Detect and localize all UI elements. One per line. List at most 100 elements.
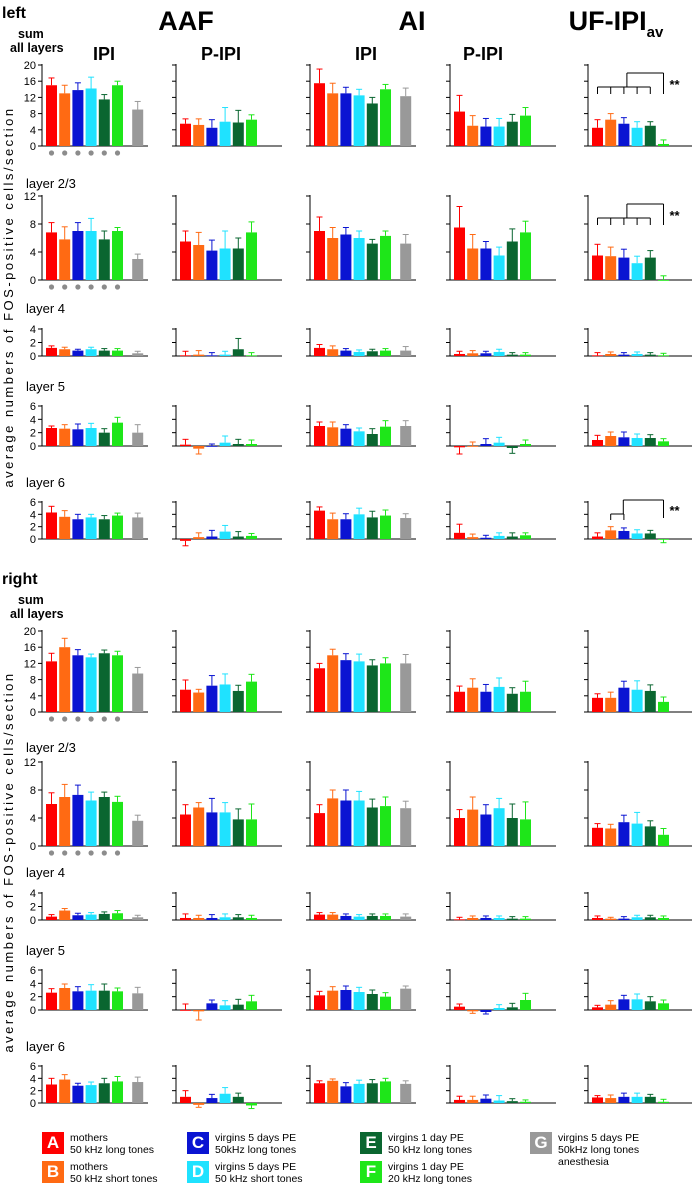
bar-C-right-r0-c1 xyxy=(206,685,218,712)
row-label-left-2: layer 4 xyxy=(26,301,65,316)
bar-G-right-r0-c0 xyxy=(132,673,144,712)
bar-A-left-r1-c2 xyxy=(314,231,325,280)
bar-C-left-r0-c1 xyxy=(206,127,218,146)
bar-D-left-r3-c2 xyxy=(353,431,365,446)
bar-C-left-r2-c4 xyxy=(618,354,630,356)
bar-G-left-r1-c0 xyxy=(132,259,144,280)
bar-A-left-r1-c1 xyxy=(180,241,191,280)
bar-A-left-r3-c1 xyxy=(180,444,191,446)
marker-dot-C-left-r1-c0 xyxy=(75,284,81,290)
bar-E-left-r3-c3 xyxy=(506,446,518,448)
bar-E-right-r1-c3 xyxy=(506,818,518,846)
bar-C-left-r0-c2 xyxy=(340,93,352,146)
marker-dot-F-right-r1-c0 xyxy=(114,850,121,856)
legend-item-c: C virgins 5 days PE 50kHz long tones xyxy=(187,1132,345,1156)
bar-A-right-r0-c0 xyxy=(46,661,57,712)
bar-B-right-r1-c4 xyxy=(605,828,617,846)
legend-text-g-1: virgins 5 days PE xyxy=(558,1132,640,1144)
bar-E-right-r4-c4 xyxy=(644,1096,656,1103)
significance-label: ** xyxy=(670,208,681,223)
bar-B-right-r2-c0 xyxy=(59,910,71,920)
bar-B-left-r0-c4 xyxy=(605,119,617,146)
bar-E-right-r2-c3 xyxy=(506,918,518,920)
bar-B-left-r3-c3 xyxy=(467,446,479,447)
row-label-right-3: layer 5 xyxy=(26,943,65,958)
bar-C-left-r4-c3 xyxy=(480,537,492,539)
row-label-left-1: layer 2/3 xyxy=(26,176,76,191)
bar-A-right-r3-c3 xyxy=(454,1006,465,1010)
bar-G-right-r2-c2 xyxy=(400,916,412,920)
bar-D-right-r2-c2 xyxy=(353,916,365,920)
legend-item-b: B mothers 50 kHz short tones xyxy=(42,1161,200,1185)
bar-C-right-r2-c3 xyxy=(480,917,492,920)
bar-B-right-r3-c4 xyxy=(605,1004,617,1010)
bar-B-left-r4-c2 xyxy=(327,519,339,539)
bar-E-left-r0-c4 xyxy=(644,125,656,146)
bar-B-left-r3-c4 xyxy=(605,436,617,446)
bar-G-right-r3-c2 xyxy=(400,988,412,1010)
bar-G-left-r0-c0 xyxy=(132,109,144,146)
y-tick-label: 16 xyxy=(24,642,36,654)
marker-dot-E-right-r1-c0 xyxy=(101,850,107,856)
bar-F-left-r1-c3 xyxy=(520,232,531,280)
bar-B-right-r0-c3 xyxy=(467,687,479,712)
bar-C-left-r1-c0 xyxy=(72,231,84,280)
bar-D-right-r2-c3 xyxy=(493,917,505,920)
bar-G-right-r3-c0 xyxy=(132,993,144,1010)
bar-A-left-r0-c1 xyxy=(180,123,191,146)
bar-F-right-r2-c3 xyxy=(520,918,531,920)
bar-E-left-r4-c0 xyxy=(98,519,110,539)
col-header-ai-pipi: P-IPI xyxy=(463,44,503,64)
y-tick-label: 2 xyxy=(30,428,36,440)
marker-dot-E-left-r0-c0 xyxy=(101,150,107,156)
marker-dot-B-right-r1-c0 xyxy=(62,850,68,856)
bar-C-right-r3-c4 xyxy=(618,999,630,1010)
bar-E-left-r4-c2 xyxy=(366,517,378,539)
bar-A-left-r1-c3 xyxy=(454,227,465,280)
bar-E-right-r3-c3 xyxy=(506,1007,518,1010)
bar-A-right-r4-c4 xyxy=(592,1097,603,1103)
bar-B-left-r2-c1 xyxy=(193,354,205,356)
bar-B-right-r3-c0 xyxy=(59,988,71,1010)
y-tick-label: 20 xyxy=(24,60,36,72)
marker-dot-A-right-r1-c0 xyxy=(48,850,55,856)
bar-A-left-r1-c4 xyxy=(592,255,603,280)
bar-D-right-r2-c1 xyxy=(219,917,231,920)
bar-C-left-r4-c0 xyxy=(72,519,84,539)
bar-F-right-r1-c4 xyxy=(658,834,669,846)
bar-F-right-r2-c2 xyxy=(380,915,391,920)
bar-B-right-r4-c4 xyxy=(605,1098,617,1103)
col-header-aaf-pipi: P-IPI xyxy=(201,44,241,64)
bar-A-right-r1-c3 xyxy=(454,818,465,846)
sum-label-right-2: all layers xyxy=(10,607,64,621)
bar-F-left-r3-c4 xyxy=(658,441,669,446)
bar-A-right-r2-c0 xyxy=(46,916,57,920)
bar-D-right-r4-c4 xyxy=(631,1096,643,1103)
legend-item-g: G virgins 5 days PE 50kHz long tones anest… xyxy=(530,1132,688,1168)
bar-B-right-r3-c2 xyxy=(327,990,339,1010)
bar-A-right-r1-c0 xyxy=(46,804,57,846)
bar-F-right-r3-c4 xyxy=(658,1003,669,1010)
bar-F-right-r4-c0 xyxy=(112,1081,123,1103)
legend-text-b-2: 50 kHz short tones xyxy=(70,1173,158,1185)
marker-dot-A-left-r1-c0 xyxy=(48,284,55,290)
bar-F-left-r3-c0 xyxy=(112,422,123,446)
legend-swatch-c: C xyxy=(187,1132,209,1154)
bar-F-left-r2-c1 xyxy=(246,355,257,357)
bar-A-left-r2-c3 xyxy=(454,353,465,356)
bar-E-left-r3-c4 xyxy=(644,438,656,446)
bar-C-left-r2-c2 xyxy=(340,350,352,356)
bar-D-left-r2-c1 xyxy=(219,354,231,356)
bar-C-right-r1-c4 xyxy=(618,822,630,846)
y-tick-label: 0 xyxy=(30,534,36,546)
bar-B-right-r0-c4 xyxy=(605,697,617,712)
bar-F-right-r0-c4 xyxy=(658,701,669,712)
row-label-left-3: layer 5 xyxy=(26,379,65,394)
bar-C-left-r4-c4 xyxy=(618,530,630,539)
legend-text-e-2: 50 kHz long tones xyxy=(388,1144,473,1156)
bar-D-left-r2-c4 xyxy=(631,353,643,356)
bar-B-right-r1-c1 xyxy=(193,807,205,846)
legend-item-d: D virgins 5 days PE 50 kHz short tones xyxy=(187,1161,345,1185)
bar-C-right-r2-c4 xyxy=(618,918,630,920)
row-label-right-4: layer 6 xyxy=(26,1039,65,1054)
